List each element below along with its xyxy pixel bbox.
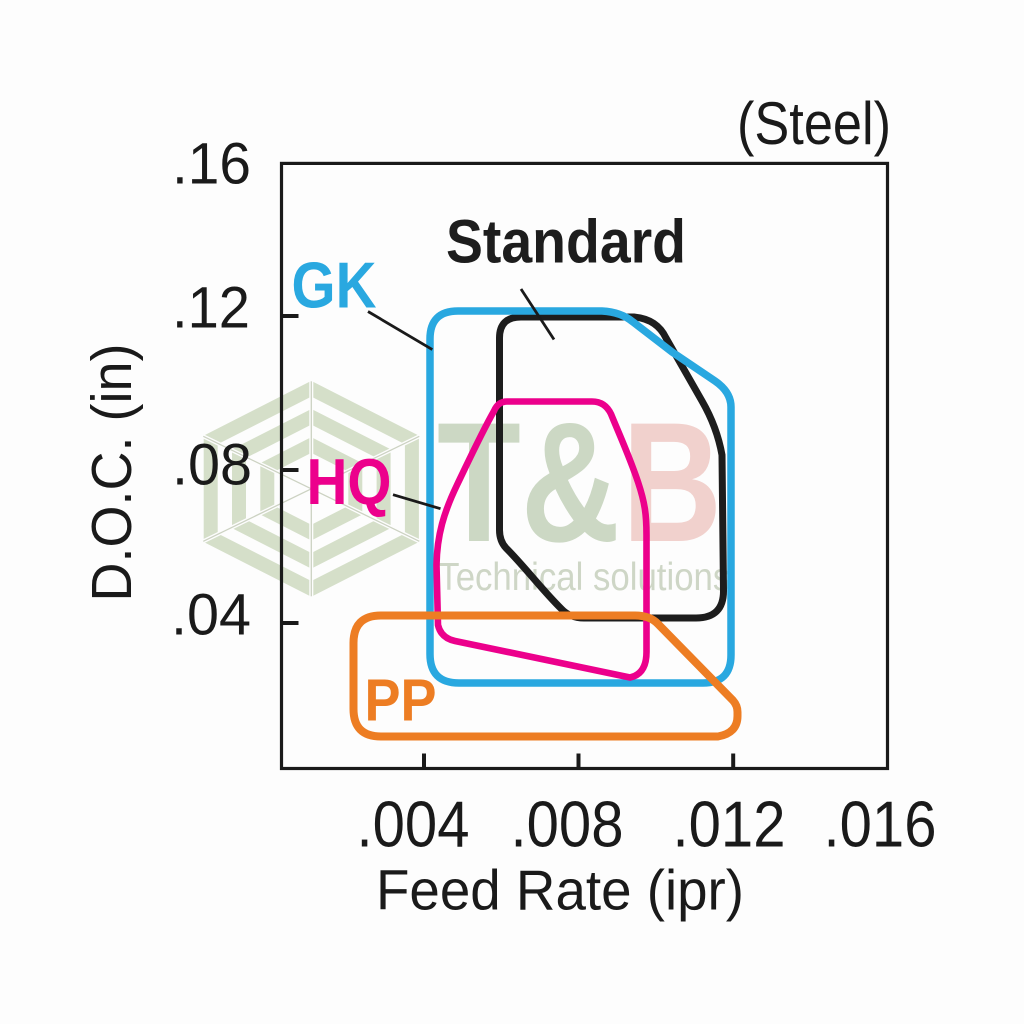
svg-text:Technical solutions: Technical solutions [438, 556, 730, 599]
svg-text:GK: GK [292, 249, 377, 322]
svg-text:(Steel): (Steel) [737, 90, 891, 157]
svg-text:T&: T& [437, 388, 620, 578]
svg-text:Feed Rate (ipr): Feed Rate (ipr) [376, 859, 744, 923]
svg-text:.012: .012 [673, 788, 786, 860]
svg-text:.04: .04 [171, 582, 251, 647]
svg-text:.004: .004 [357, 788, 470, 860]
svg-text:Standard: Standard [446, 208, 686, 277]
svg-text:.12: .12 [172, 276, 250, 341]
svg-text:PP: PP [365, 666, 437, 733]
svg-text:.08: .08 [172, 433, 252, 498]
svg-text:.016: .016 [824, 788, 937, 860]
svg-text:.16: .16 [172, 131, 251, 196]
svg-text:HQ: HQ [307, 446, 392, 518]
svg-text:.008: .008 [511, 788, 624, 860]
svg-text:D.O.C. (in): D.O.C. (in) [80, 344, 144, 602]
